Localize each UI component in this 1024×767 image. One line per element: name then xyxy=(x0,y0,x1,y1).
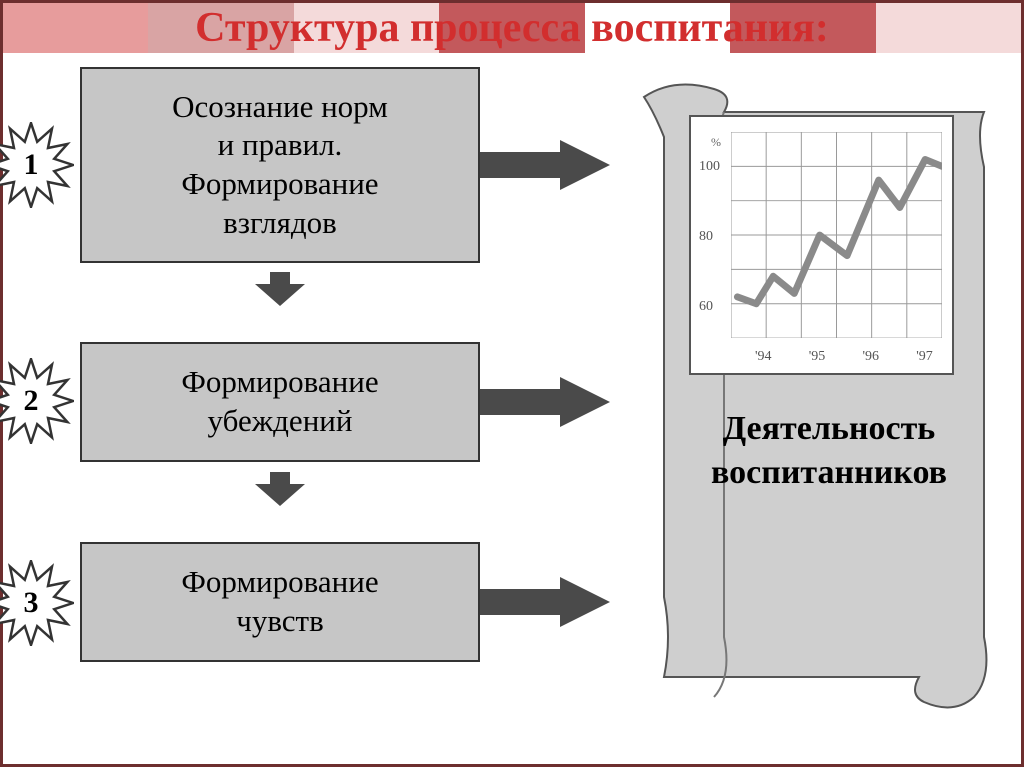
step-number-star-3: 3 xyxy=(0,560,74,646)
arrow-down-1 xyxy=(255,272,305,306)
arrow-to-result-1 xyxy=(480,140,610,190)
diagram-area: % 60 80 100 '94 '95 '96 '97 Деятельностьвоспит… xyxy=(0,62,1024,767)
step-box-3: Формированиечувств xyxy=(80,542,480,662)
chart-xtick: '94 xyxy=(755,349,772,365)
chart-xtick: '95 xyxy=(809,349,826,365)
chart-ytick: 80 xyxy=(699,229,713,245)
step-box-2: Формированиеубеждений xyxy=(80,342,480,462)
step-number-star-2: 2 xyxy=(0,358,74,444)
result-label: Деятельностьвоспитанников xyxy=(664,407,994,495)
arrow-to-result-3 xyxy=(480,577,610,627)
chart-svg xyxy=(731,132,942,338)
chart-unit: % xyxy=(711,135,721,150)
arrow-to-result-2 xyxy=(480,377,610,427)
slide-title: Структура процесса воспитания: xyxy=(0,0,1024,52)
result-panel: % 60 80 100 '94 '95 '96 '97 Деятельностьвоспит… xyxy=(624,77,1004,717)
step-number-star-1: 1 xyxy=(0,122,74,208)
step-box-1: Осознание норми правил.Формированиевзгля… xyxy=(80,67,480,263)
chart-ytick: 100 xyxy=(699,159,720,175)
chart-xtick: '97 xyxy=(916,349,933,365)
chart-plot-area xyxy=(731,132,942,338)
chart-xtick: '96 xyxy=(862,349,879,365)
chart-ytick: 60 xyxy=(699,299,713,315)
result-chart: % 60 80 100 '94 '95 '96 '97 xyxy=(689,115,954,375)
arrow-down-2 xyxy=(255,472,305,506)
